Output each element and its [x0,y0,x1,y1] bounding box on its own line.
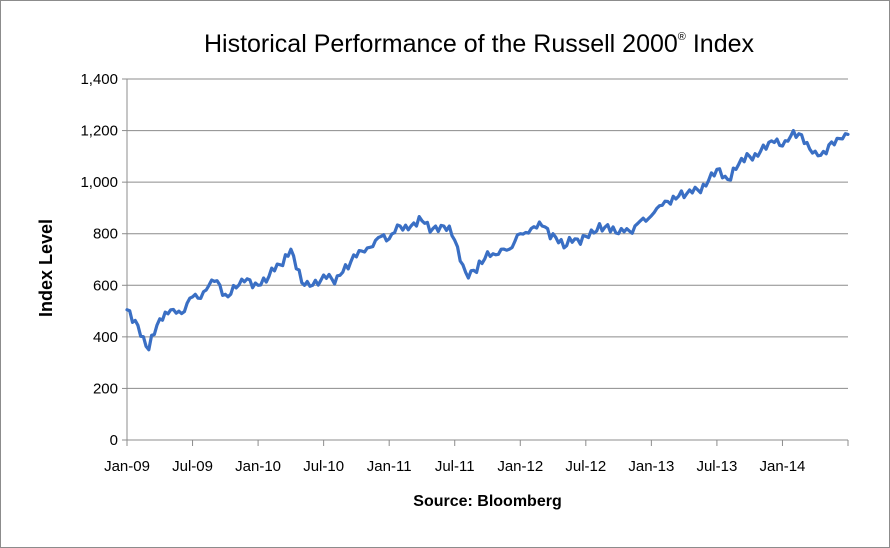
y-tick-label: 1,200 [80,123,118,140]
x-tick-label: Jan-10 [235,458,281,475]
y-tick-label: 400 [93,329,118,346]
x-tick-labels: Jan-09 Jul-09 Jan-10 Jul-10 Jan-11 Jul-11 Jan-… [104,458,805,475]
x-tick-label: Jan-13 [628,458,674,475]
x-tick-label: Jan-12 [497,458,543,475]
y-tick-label: 600 [93,277,118,294]
y-tick-label: 1,400 [80,71,118,88]
x-tick-label: Jan-09 [104,458,150,475]
y-tick-label: 800 [93,226,118,243]
x-tick-label: Jul-12 [565,458,606,475]
x-tick-label: Jan-11 [367,458,412,475]
x-tick-label: Jul-10 [303,458,344,475]
x-tick-label: Jul-13 [696,458,737,475]
x-tick-label: Jul-09 [172,458,213,475]
axes [122,78,849,446]
x-tick-label: Jan-14 [760,458,806,475]
gridlines [127,78,848,389]
y-tick-label: 0 [110,432,118,449]
chart-title: Historical Performance of the Russell 20… [203,30,755,58]
x-tick-label: Jul-11 [435,458,475,475]
y-axis-label: Index Level [36,219,56,317]
y-tick-label: 200 [93,380,118,397]
series-line [125,129,850,352]
source-note: Source: Bloomberg [413,493,562,510]
registered-mark: ® [677,31,686,43]
y-tick-labels: 0 200 400 600 800 1,000 1,200 1,400 [80,71,118,449]
y-tick-label: 1,000 [80,174,118,191]
